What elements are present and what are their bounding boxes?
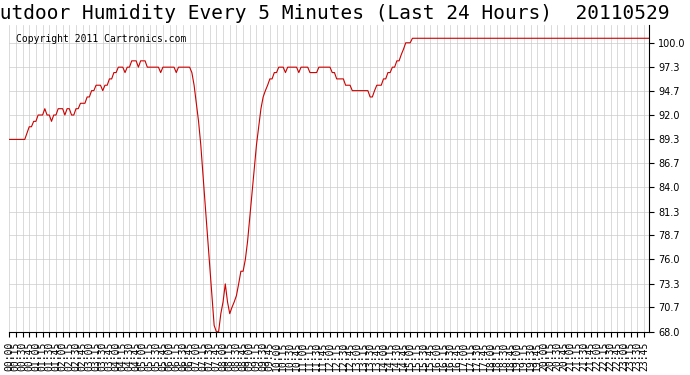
Text: Copyright 2011 Cartronics.com: Copyright 2011 Cartronics.com [16, 34, 186, 44]
Title: Outdoor Humidity Every 5 Minutes (Last 24 Hours)  20110529: Outdoor Humidity Every 5 Minutes (Last 2… [0, 4, 669, 23]
